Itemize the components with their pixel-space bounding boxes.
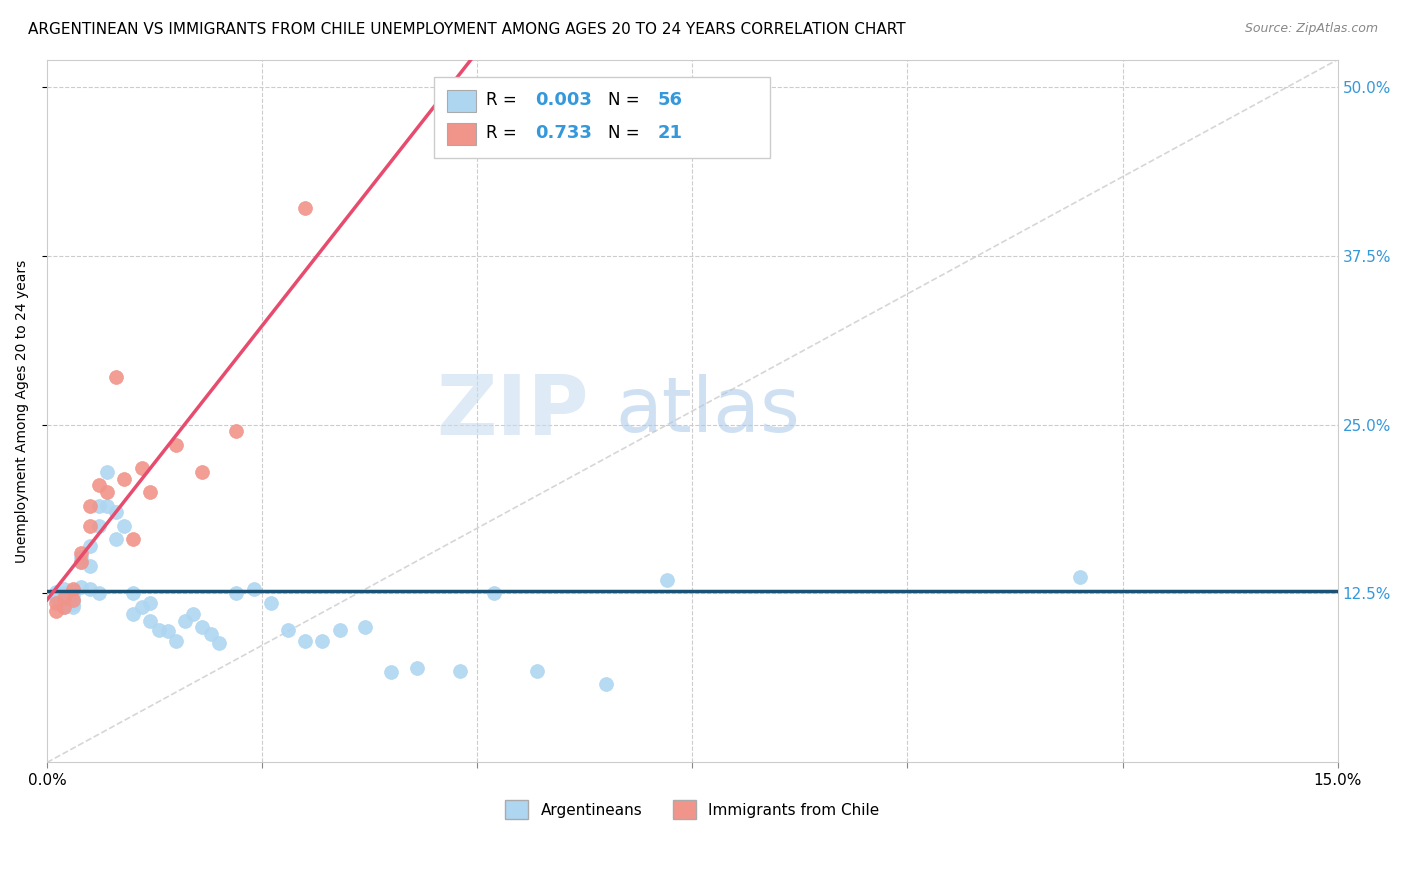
Point — [62, 593, 84, 607]
Point — [294, 633, 316, 648]
Point — [139, 614, 162, 628]
Text: R =: R = — [486, 91, 522, 109]
Point — [380, 665, 402, 679]
Point — [191, 465, 214, 479]
Point — [87, 478, 110, 492]
Point — [53, 596, 76, 610]
Point — [354, 620, 377, 634]
Point — [200, 627, 222, 641]
Point — [148, 623, 170, 637]
Point — [79, 559, 101, 574]
Point — [165, 633, 187, 648]
Point — [655, 573, 678, 587]
Point — [70, 555, 93, 569]
Point — [122, 607, 145, 621]
FancyBboxPatch shape — [447, 90, 475, 112]
Point — [225, 425, 247, 439]
Point — [1069, 570, 1091, 584]
Point — [484, 586, 506, 600]
Point — [131, 599, 153, 614]
FancyBboxPatch shape — [434, 78, 769, 158]
Point — [139, 485, 162, 500]
Point — [45, 604, 67, 618]
Point — [191, 620, 214, 634]
Point — [526, 664, 548, 678]
Text: ZIP: ZIP — [437, 370, 589, 451]
Text: ARGENTINEAN VS IMMIGRANTS FROM CHILE UNEMPLOYMENT AMONG AGES 20 TO 24 YEARS CORR: ARGENTINEAN VS IMMIGRANTS FROM CHILE UNE… — [28, 22, 905, 37]
FancyBboxPatch shape — [447, 123, 475, 145]
Point — [62, 593, 84, 607]
Point — [87, 586, 110, 600]
Point — [406, 661, 429, 675]
Point — [294, 201, 316, 215]
Point — [122, 533, 145, 547]
Point — [45, 596, 67, 610]
Point — [595, 677, 617, 691]
Point — [156, 624, 179, 639]
Point — [70, 555, 93, 569]
Point — [70, 549, 93, 564]
Point — [208, 636, 231, 650]
Point — [53, 599, 76, 614]
Point — [87, 519, 110, 533]
Point — [104, 370, 127, 384]
Point — [139, 596, 162, 610]
Point — [87, 499, 110, 513]
Text: 0.003: 0.003 — [534, 91, 592, 109]
Point — [70, 546, 93, 560]
Point — [53, 591, 76, 605]
Y-axis label: Unemployment Among Ages 20 to 24 years: Unemployment Among Ages 20 to 24 years — [15, 260, 30, 563]
Point — [79, 519, 101, 533]
Point — [225, 586, 247, 600]
Point — [114, 472, 136, 486]
Point — [181, 607, 204, 621]
Point — [79, 499, 101, 513]
Text: Source: ZipAtlas.com: Source: ZipAtlas.com — [1244, 22, 1378, 36]
Point — [53, 599, 76, 614]
Point — [62, 597, 84, 611]
Point — [173, 614, 195, 628]
Point — [277, 623, 299, 637]
Point — [70, 580, 93, 594]
Point — [96, 499, 118, 513]
Point — [449, 664, 471, 678]
Point — [53, 582, 76, 597]
Legend: Argentineans, Immigrants from Chile: Argentineans, Immigrants from Chile — [499, 794, 886, 825]
Text: atlas: atlas — [614, 374, 800, 448]
Text: 0.733: 0.733 — [534, 124, 592, 142]
Point — [165, 438, 187, 452]
Point — [242, 582, 264, 597]
Point — [62, 599, 84, 614]
Point — [45, 591, 67, 605]
Point — [104, 533, 127, 547]
Point — [311, 633, 333, 648]
Point — [260, 596, 283, 610]
Point — [79, 582, 101, 597]
Point — [114, 519, 136, 533]
Point — [53, 591, 76, 605]
Point — [131, 460, 153, 475]
Point — [96, 485, 118, 500]
Point — [122, 586, 145, 600]
Text: 21: 21 — [658, 124, 682, 142]
Point — [62, 583, 84, 598]
Point — [96, 465, 118, 479]
Point — [104, 505, 127, 519]
Text: 56: 56 — [658, 91, 682, 109]
Point — [45, 588, 67, 602]
Text: N =: N = — [609, 124, 645, 142]
Point — [45, 585, 67, 599]
Point — [79, 539, 101, 553]
Point — [53, 586, 76, 600]
Point — [62, 582, 84, 597]
Text: R =: R = — [486, 124, 522, 142]
Text: N =: N = — [609, 91, 645, 109]
Point — [62, 588, 84, 602]
Point — [329, 623, 352, 637]
